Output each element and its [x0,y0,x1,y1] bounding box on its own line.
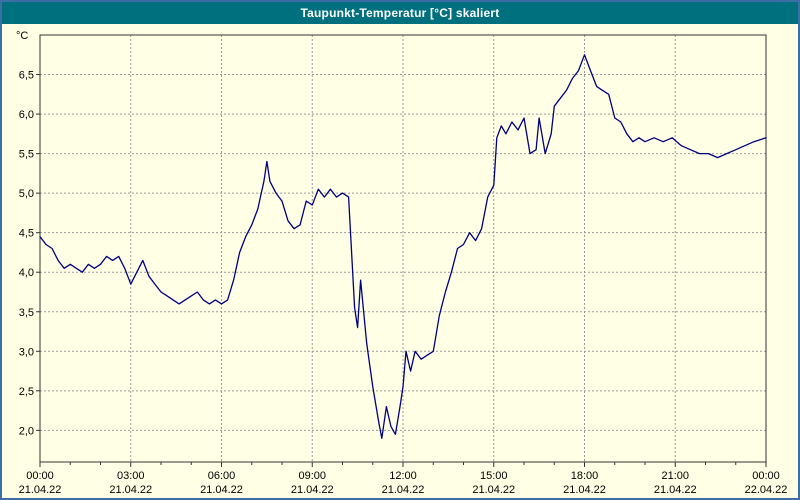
x-tick-time-label: 03:00 [117,470,145,482]
y-tick-label: 2,0 [19,425,34,437]
title-bar: Taupunkt-Temperatur [°C] skaliert [2,2,798,24]
x-tick-time-label: 18:00 [571,470,599,482]
y-tick-label: 4,5 [19,228,34,240]
plot-frame [39,34,767,463]
x-tick-time-label: 09:00 [298,470,326,482]
x-tick-time-label: 15:00 [480,470,508,482]
data-line-taupunkt [39,54,767,439]
x-tick-date-label: 21.04.22 [472,484,515,496]
y-tick-label: 4,0 [19,267,34,279]
x-tick-date-label: 21.04.22 [200,484,243,496]
y-tick-label: 2,5 [19,386,34,398]
x-tick-time-label: 12:00 [389,470,417,482]
y-tick-label: 6,0 [19,109,34,121]
x-tick-date-label: 22.04.22 [745,484,788,496]
y-tick-label: 3,5 [19,307,34,319]
y-tick-label: 6,5 [19,70,34,82]
x-tick-time-label: 00:00 [26,470,54,482]
y-axis-unit-label: °C [16,30,29,42]
chart-title: Taupunkt-Temperatur [°C] skaliert [300,6,500,20]
chart-canvas: 2,0 2,5 3,0 3,5 4,0 4,5 5,0 5,5 6,0 6,5 00:00 21.04… [19,34,788,496]
x-tick-time-label: 06:00 [208,470,236,482]
y-tick-label: 5,5 [19,149,34,161]
x-tick-time-label: 00:00 [752,470,780,482]
x-tick-date-label: 21.04.22 [563,484,606,496]
x-tick-date-label: 21.04.22 [19,484,62,496]
x-tick-date-label: 21.04.22 [654,484,697,496]
y-tick-label: 3,0 [19,346,34,358]
x-tick-date-label: 21.04.22 [382,484,425,496]
x-tick-time-label: 21:00 [661,470,689,482]
y-tick-label: 5,0 [19,188,34,200]
x-tick-date-label: 21.04.22 [291,484,334,496]
chart-area: °C 2,0 2,5 3,0 3,5 4,0 4,5 5,0 5,5 6,0 6,5 00:00 21… [2,24,798,498]
x-tick-date-label: 21.04.22 [109,484,152,496]
